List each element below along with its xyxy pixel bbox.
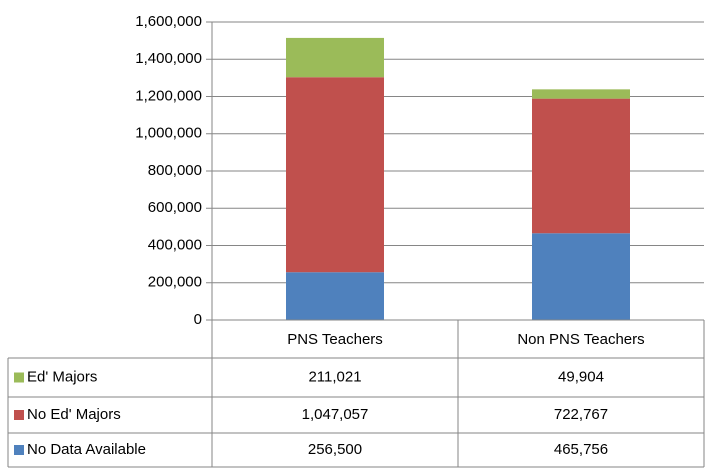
legend-swatch — [14, 445, 24, 455]
y-tick-label: 400,000 — [148, 236, 202, 253]
table-value: 465,756 — [554, 441, 608, 458]
y-tick-label: 0 — [194, 311, 202, 328]
y-tick-label: 600,000 — [148, 199, 202, 216]
x-tick-label: PNS Teachers — [287, 331, 383, 348]
table-value: 1,047,057 — [302, 406, 369, 423]
y-tick-label: 200,000 — [148, 274, 202, 291]
table-value: 722,767 — [554, 406, 608, 423]
legend-label: Ed' Majors — [27, 368, 97, 385]
bar-segment — [532, 233, 630, 320]
y-tick-label: 800,000 — [148, 162, 202, 179]
table-value: 256,500 — [308, 441, 362, 458]
legend-swatch — [14, 372, 24, 383]
bar-segment — [532, 98, 630, 234]
table-value: 211,021 — [308, 368, 361, 385]
bar-segment — [286, 77, 384, 273]
table-value: 49,904 — [558, 368, 604, 385]
y-tick-label: 1,200,000 — [135, 87, 202, 104]
bar-segment — [286, 37, 384, 78]
legend-label: No Ed' Majors — [27, 406, 121, 423]
legend-swatch — [14, 410, 24, 420]
bar-segment — [532, 89, 630, 99]
legend-label: No Data Available — [27, 441, 146, 458]
y-tick-label: 1,600,000 — [135, 13, 202, 30]
x-tick-label: Non PNS Teachers — [517, 331, 644, 348]
bar-segment — [286, 272, 384, 320]
y-tick-label: 1,400,000 — [135, 50, 202, 67]
y-tick-label: 1,000,000 — [135, 125, 202, 142]
